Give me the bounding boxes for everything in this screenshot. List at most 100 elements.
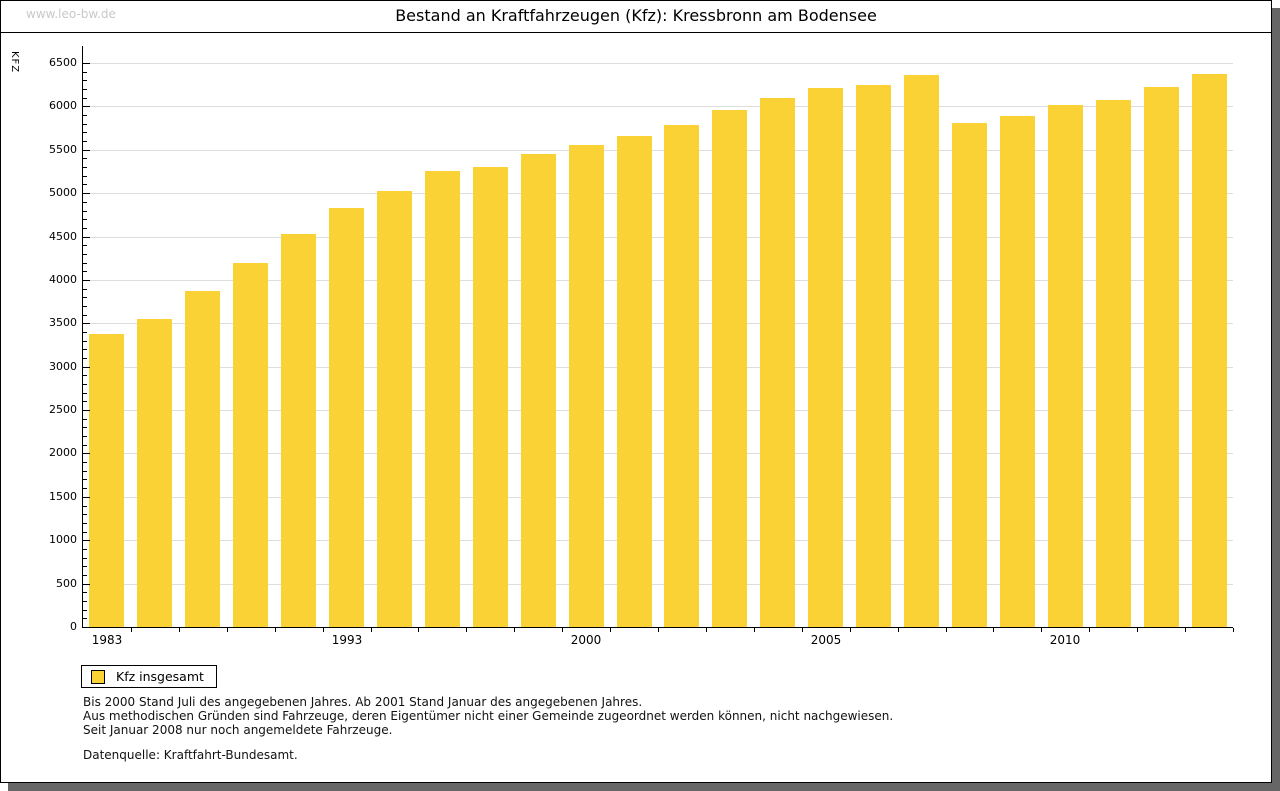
x-tick xyxy=(850,628,851,632)
y-tick-minor xyxy=(83,254,87,255)
y-tick-minor xyxy=(83,618,87,619)
x-tick-label: 2000 xyxy=(570,633,602,647)
bar-1985 xyxy=(137,319,172,627)
y-gridline xyxy=(83,410,1233,411)
x-tick xyxy=(706,628,707,632)
y-tick-minor xyxy=(83,332,87,333)
bar-2008 xyxy=(952,123,987,627)
footnote-line: Aus methodischen Gründen sind Fahrzeuge,… xyxy=(83,709,894,723)
y-tick-minor xyxy=(83,271,87,272)
y-gridline xyxy=(83,106,1233,107)
y-tick-major xyxy=(83,627,90,628)
y-gridline xyxy=(83,540,1233,541)
y-tick-major xyxy=(83,237,90,238)
x-tick xyxy=(610,628,611,632)
y-tick-label: 6000 xyxy=(49,99,77,112)
x-tick xyxy=(1041,628,1042,632)
bar-1998 xyxy=(473,167,508,627)
y-tick-minor xyxy=(83,315,87,316)
y-tick-minor xyxy=(83,124,87,125)
legend-label: Kfz insgesamt xyxy=(116,669,204,684)
y-tick-minor xyxy=(83,297,87,298)
bar-2006 xyxy=(856,85,891,627)
x-tick xyxy=(898,628,899,632)
bar-1991 xyxy=(281,234,316,627)
x-tick xyxy=(371,628,372,632)
y-tick-minor xyxy=(83,566,87,567)
y-tick-minor xyxy=(83,89,87,90)
y-tick-major xyxy=(83,193,90,194)
x-tick xyxy=(993,628,994,632)
x-tick xyxy=(227,628,228,632)
y-tick-label: 2000 xyxy=(49,446,77,459)
y-tick-minor xyxy=(83,245,87,246)
y-tick-label: 4000 xyxy=(49,273,77,286)
y-gridline xyxy=(83,497,1233,498)
y-tick-minor xyxy=(83,592,87,593)
y-tick-label: 3500 xyxy=(49,316,77,329)
y-gridline xyxy=(83,323,1233,324)
y-axis-line xyxy=(82,46,83,628)
y-tick-minor xyxy=(83,393,87,394)
y-tick-major xyxy=(83,280,90,281)
y-tick-major xyxy=(83,410,90,411)
y-tick-minor xyxy=(83,167,87,168)
x-tick xyxy=(323,628,324,632)
y-gridline xyxy=(83,367,1233,368)
y-tick-minor xyxy=(83,419,87,420)
bar-2012 xyxy=(1144,87,1179,627)
x-tick xyxy=(179,628,180,632)
x-tick xyxy=(275,628,276,632)
bar-2002 xyxy=(664,125,699,627)
y-gridline xyxy=(83,280,1233,281)
page-title: Bestand an Kraftfahrzeugen (Kfz): Kressb… xyxy=(395,6,877,25)
watermark-link: www.leo-bw.de xyxy=(26,7,116,21)
y-tick-major xyxy=(83,497,90,498)
x-tick xyxy=(1137,628,1138,632)
y-tick-minor xyxy=(83,263,87,264)
bar-2004 xyxy=(760,98,795,627)
y-tick-minor xyxy=(83,523,87,524)
bar-2011 xyxy=(1096,100,1131,627)
x-tick xyxy=(946,628,947,632)
y-tick-minor xyxy=(83,158,87,159)
y-tick-minor xyxy=(83,306,87,307)
y-tick-minor xyxy=(83,176,87,177)
bar-1983 xyxy=(89,334,124,627)
y-tick-label: 1500 xyxy=(49,490,77,503)
bar-1989 xyxy=(233,263,268,627)
y-tick-minor xyxy=(83,289,87,290)
y-tick-minor xyxy=(83,479,87,480)
y-tick-label: 5000 xyxy=(49,186,77,199)
y-tick-minor xyxy=(83,358,87,359)
y-tick-minor xyxy=(83,549,87,550)
y-gridline xyxy=(83,63,1233,64)
y-tick-major xyxy=(83,453,90,454)
y-tick-minor xyxy=(83,219,87,220)
bar-1999 xyxy=(521,154,556,627)
x-tick xyxy=(754,628,755,632)
x-axis-line xyxy=(82,627,1233,628)
bar-2001 xyxy=(617,136,652,627)
y-tick-minor xyxy=(83,72,87,73)
y-tick-minor xyxy=(83,349,87,350)
y-tick-minor xyxy=(83,141,87,142)
bar-2005 xyxy=(808,88,843,627)
bar-2003 xyxy=(712,110,747,627)
y-tick-label: 5500 xyxy=(49,143,77,156)
legend-box: Kfz insgesamt xyxy=(81,665,217,688)
x-tick-label: 1983 xyxy=(91,633,123,647)
y-tick-minor xyxy=(83,341,87,342)
y-tick-minor xyxy=(83,506,87,507)
y-tick-label: 4500 xyxy=(49,230,77,243)
y-tick-minor xyxy=(83,436,87,437)
y-tick-label: 3000 xyxy=(49,360,77,373)
bar-2007 xyxy=(904,75,939,627)
bar-1987 xyxy=(185,291,220,627)
y-tick-major xyxy=(83,106,90,107)
y-tick-minor xyxy=(83,471,87,472)
y-axis-title: KFZ xyxy=(9,51,20,74)
plot-area: 0 500 1000 1500 2000 2500 3000 3500 4000 4500 5000… xyxy=(1,1,1271,782)
y-tick-minor xyxy=(83,115,87,116)
